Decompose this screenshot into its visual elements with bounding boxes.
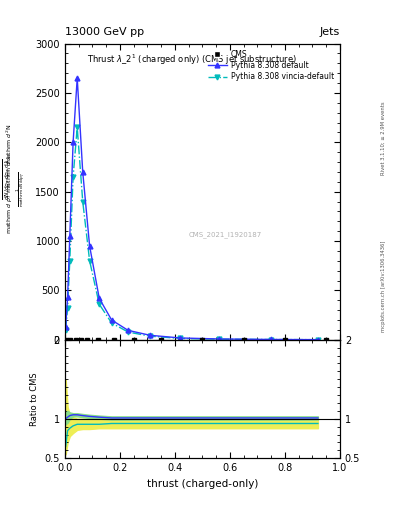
Text: mathrm $d$ $p_T$ mathrm $d$ $\lambda$: mathrm $d$ $p_T$ mathrm $d$ $\lambda$ [6,155,14,234]
Text: $\frac{1}{\mathrm{d}N/\mathrm{d}p_T}\frac{\mathrm{d}^2N}{\mathrm{d}p_T\,\mathrm{: $\frac{1}{\mathrm{d}N/\mathrm{d}p_T}\fra… [0,158,13,200]
Y-axis label: Ratio to CMS: Ratio to CMS [30,372,39,426]
Text: Rivet 3.1.10; ≥ 2.9M events: Rivet 3.1.10; ≥ 2.9M events [381,101,386,175]
Text: Jets: Jets [320,27,340,37]
Text: Thrust $\lambda\_2^1$ (charged only) (CMS jet substructure): Thrust $\lambda\_2^1$ (charged only) (CM… [87,52,297,67]
Text: CMS_2021_I1920187: CMS_2021_I1920187 [189,231,262,238]
Text: mathrm $d^2$N: mathrm $d^2$N [5,123,15,163]
Text: 13000 GeV pp: 13000 GeV pp [65,27,144,37]
X-axis label: thrust (charged-only): thrust (charged-only) [147,479,258,488]
Text: mcplots.cern.ch [arXiv:1306.3436]: mcplots.cern.ch [arXiv:1306.3436] [381,241,386,332]
Legend: CMS, Pythia 8.308 default, Pythia 8.308 vincia-default: CMS, Pythia 8.308 default, Pythia 8.308 … [206,47,336,83]
Text: $\frac{1}{\mathrm{mathrm}\,\mathrm{d}N/\mathrm{d}p_T}$: $\frac{1}{\mathrm{mathrm}\,\mathrm{d}N/\… [15,172,28,207]
